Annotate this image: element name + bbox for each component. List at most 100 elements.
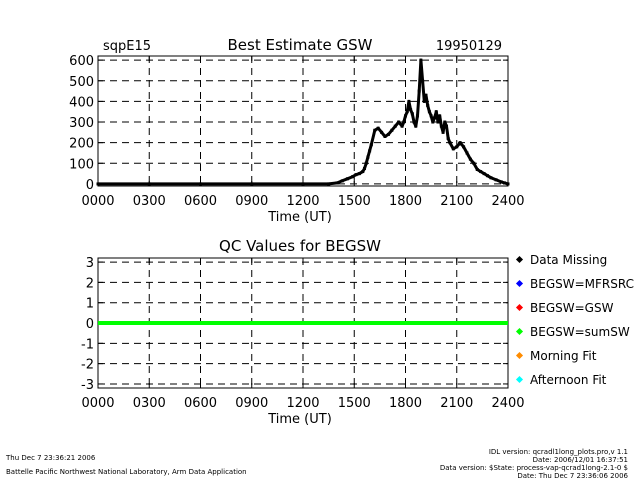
- y-tick-label: 500: [69, 75, 94, 90]
- data-point: [451, 147, 455, 151]
- data-point: [503, 181, 507, 185]
- footer-organization: Battelle Pacific Northwest National Labo…: [6, 468, 247, 476]
- plot-frame: [97, 55, 509, 187]
- data-point: [482, 172, 486, 176]
- data-point: [404, 114, 407, 118]
- x-tick-label: 1500: [338, 194, 371, 209]
- data-point: [468, 157, 472, 161]
- legend-label: BEGSW=MFRSRC: [530, 277, 634, 291]
- x-axis-title: Time (UT): [267, 210, 332, 225]
- data-point: [368, 149, 372, 153]
- legend-marker: [515, 303, 524, 312]
- legend-marker: [515, 375, 524, 384]
- footer-timestamp: Thu Dec 7 23:36:21 2006: [5, 454, 96, 462]
- y-tick-label: -3: [81, 378, 94, 393]
- x-tick-label: 2100: [440, 396, 473, 411]
- data-point: [335, 181, 339, 185]
- data-point: [380, 130, 384, 134]
- x-tick-label: 0900: [235, 194, 268, 209]
- legend-label: BEGSW=sumSW: [530, 325, 630, 339]
- data-point: [410, 112, 414, 116]
- data-point: [415, 114, 419, 118]
- x-tick-label: 1200: [286, 194, 319, 209]
- x-tick-label: 0600: [184, 194, 217, 209]
- data-point: [301, 182, 305, 186]
- data-point: [363, 166, 366, 170]
- data-point: [443, 120, 447, 124]
- legend-marker: [515, 255, 524, 264]
- chart-title: Best Estimate GSW: [228, 36, 373, 54]
- data-point: [199, 182, 202, 186]
- y-tick-label: 600: [69, 54, 94, 69]
- data-point: [441, 130, 445, 134]
- data-point: [429, 114, 433, 118]
- data-point: [366, 155, 370, 159]
- footer-data-version: Data version: $State: process-vap-qcrad1…: [440, 464, 628, 472]
- data-point: [96, 182, 100, 186]
- data-point: [412, 120, 416, 124]
- x-tick-label: 0600: [184, 396, 217, 411]
- x-tick-label: 1800: [389, 194, 422, 209]
- y-tick-label: 200: [69, 137, 94, 152]
- data-point: [402, 120, 406, 124]
- data-point: [376, 126, 380, 130]
- data-point: [147, 182, 151, 186]
- data-point: [354, 173, 358, 177]
- data-point: [431, 120, 435, 124]
- legend-marker: [515, 327, 524, 336]
- x-tick-label: 2100: [440, 194, 473, 209]
- y-tick-label: 400: [69, 95, 94, 110]
- date-label: 19950129: [436, 39, 502, 54]
- x-tick-label: 2400: [491, 396, 524, 411]
- data-point: [327, 182, 331, 186]
- y-tick-label: -1: [81, 337, 94, 352]
- legend-label: Data Missing: [530, 253, 607, 267]
- x-tick-label: 0000: [81, 396, 114, 411]
- y-tick-label: -2: [81, 358, 94, 373]
- data-point: [472, 161, 476, 165]
- data-point: [421, 79, 425, 83]
- data-point: [383, 134, 387, 138]
- legend-label: BEGSW=GSW: [530, 301, 614, 315]
- data-point: [439, 124, 443, 128]
- x-tick-label: 0300: [133, 194, 166, 209]
- data-point: [250, 182, 254, 186]
- y-tick-label: 300: [69, 116, 94, 131]
- legend-marker: [515, 351, 524, 360]
- qc-values-plot: 0000 0300 0600 0900 1200 1500 1800 2100 2400 -3 -2…: [81, 256, 525, 411]
- y-tick-label: 2: [86, 276, 94, 291]
- data-point: [400, 124, 404, 128]
- data-point: [427, 110, 431, 114]
- data-point: [373, 128, 377, 132]
- data-point: [351, 175, 355, 179]
- best-estimate-gsw-plot: 0000 0300 0600 0900 1200 1500 1800 2100 2400 0 100…: [69, 54, 524, 209]
- data-point: [345, 177, 349, 181]
- data-point: [422, 99, 426, 103]
- x-axis-title: Time (UT): [267, 412, 332, 427]
- data-point: [489, 176, 493, 180]
- legend-label: Morning Fit: [530, 349, 597, 363]
- y-tick-label: 0: [86, 317, 94, 332]
- data-point: [419, 58, 423, 62]
- data-point: [434, 110, 438, 114]
- data-point: [465, 151, 469, 155]
- chart-title: QC Values for BEGSW: [219, 237, 381, 255]
- x-tick-label: 0900: [235, 396, 268, 411]
- x-tick-label: 1200: [286, 396, 319, 411]
- x-tick-label: 2400: [491, 194, 524, 209]
- data-point: [436, 120, 440, 124]
- site-label: sqpE15: [103, 39, 151, 54]
- data-point: [390, 128, 394, 132]
- data-point: [462, 145, 466, 149]
- x-tick-label: 1500: [338, 396, 371, 411]
- data-point: [426, 104, 430, 108]
- data-point: [448, 141, 452, 145]
- data-point: [369, 143, 373, 147]
- data-point: [445, 124, 448, 128]
- data-point: [397, 120, 401, 124]
- data-point: [407, 99, 411, 103]
- legend-marker: [515, 279, 524, 288]
- footer-idl-version: IDL version: qcradl1long_plots.pro,v 1.1: [489, 448, 628, 456]
- data-point: [494, 178, 498, 182]
